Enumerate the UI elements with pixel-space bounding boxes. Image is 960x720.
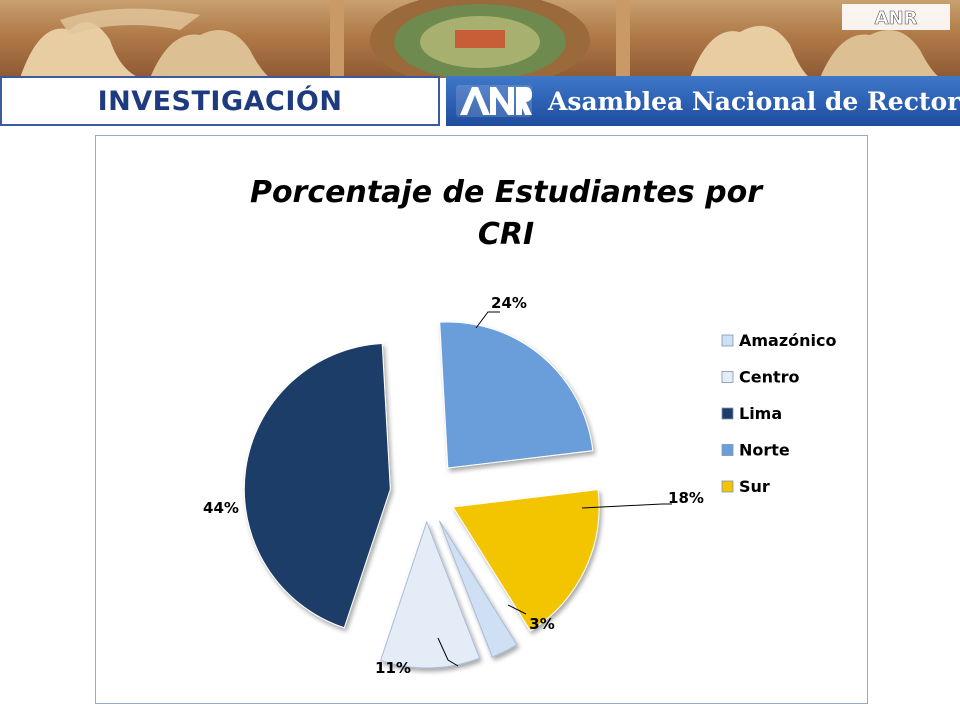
chart-title-line-2: CRI: [478, 217, 534, 252]
pie-chart: Porcentaje de Estudiantes por CRI 3% 11% 4…: [203, 175, 837, 677]
anr-logo-icon: [454, 81, 534, 121]
leader-line-0: [507, 604, 527, 615]
legend-swatch-4: [721, 480, 734, 493]
legend-label-3: Norte: [739, 441, 790, 460]
leader-line-3: [475, 311, 500, 329]
legend-swatch-0: [721, 334, 734, 347]
legend-swatch-3: [721, 444, 734, 456]
chart-frame: Porcentaje de Estudiantes por CRI 3% 11% 4…: [95, 135, 868, 704]
legend-swatch-2: [721, 407, 734, 420]
pie-slice-centro: [379, 520, 481, 669]
data-label-3: 24%: [491, 294, 527, 312]
pie-slice-amazonico: [438, 520, 518, 658]
header-mural-image: ANR: [0, 0, 960, 78]
leader-line-1: [437, 637, 459, 667]
legend-label-0: Amazónico: [739, 331, 837, 350]
leader-line-4: [581, 503, 672, 509]
legend-label-1: Centro: [739, 368, 800, 387]
legend-label-4: Sur: [739, 477, 770, 496]
org-name: Asamblea Nacional de Rectores: [548, 86, 960, 116]
legend-swatch-1: [721, 371, 734, 383]
data-label-1: 11%: [375, 659, 411, 677]
data-label-0: 3%: [529, 615, 554, 633]
data-label-2: 44%: [203, 499, 239, 517]
legend-label-2: Lima: [739, 404, 782, 423]
corner-logo-text: ANR: [875, 8, 918, 29]
chart-title-line-1: Porcentaje de Estudiantes por: [250, 175, 764, 210]
pie-slice-lima: [243, 342, 391, 629]
section-title: INVESTIGACIÓN: [0, 76, 440, 126]
data-label-4: 18%: [668, 489, 704, 507]
pie-slice-norte: [439, 321, 594, 469]
pie-slice-sur: [452, 489, 600, 632]
org-banner: Asamblea Nacional de Rectores: [446, 76, 960, 126]
